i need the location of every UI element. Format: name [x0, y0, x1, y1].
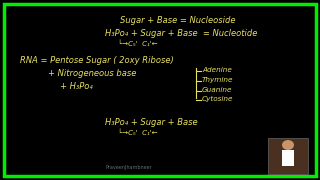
Text: Cytosine: Cytosine — [202, 96, 234, 102]
Text: + H₃Po₄: + H₃Po₄ — [60, 82, 93, 91]
Text: Guanine: Guanine — [202, 87, 233, 93]
Text: + Nitrogeneous base: + Nitrogeneous base — [48, 69, 136, 78]
Ellipse shape — [282, 140, 294, 150]
Text: Adenine: Adenine — [202, 67, 232, 73]
Text: Sugar + Base = Nucleoside: Sugar + Base = Nucleoside — [120, 16, 236, 25]
Text: H₃Po₄ + Sugar + Base: H₃Po₄ + Sugar + Base — [105, 118, 198, 127]
Text: └→C₅'  C₁'←: └→C₅' C₁'← — [118, 40, 157, 47]
Bar — [282, 150, 294, 166]
Text: H₃Po₄ + Sugar + Base  = Nucleotide: H₃Po₄ + Sugar + Base = Nucleotide — [105, 29, 257, 38]
Text: RNA = Pentose Sugar ( 2oxy Ribose): RNA = Pentose Sugar ( 2oxy Ribose) — [20, 56, 174, 65]
Text: PraveenJhambneer: PraveenJhambneer — [105, 165, 152, 170]
Bar — [268, 138, 308, 174]
Text: Thymine: Thymine — [202, 77, 234, 83]
Text: └→C₅'  C₁'←: └→C₅' C₁'← — [118, 129, 157, 136]
